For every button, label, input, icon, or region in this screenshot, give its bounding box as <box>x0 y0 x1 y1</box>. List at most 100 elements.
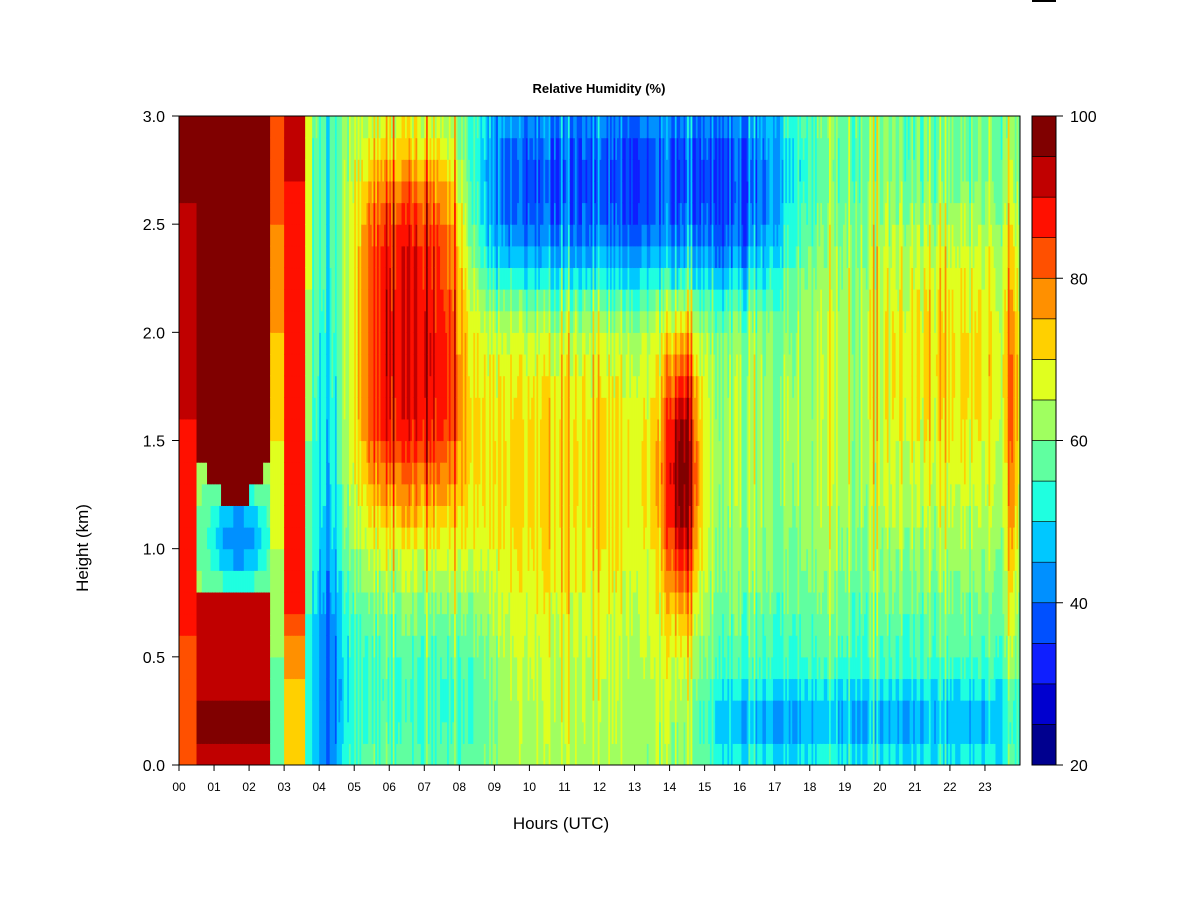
heatmap-cell <box>322 743 326 765</box>
heatmap-cell <box>305 613 308 636</box>
heatmap-cell <box>427 743 431 765</box>
heatmap-cell <box>455 635 459 658</box>
heatmap-cell <box>343 635 347 658</box>
heatmap-cell <box>364 505 368 528</box>
heatmap-cell <box>187 353 191 377</box>
heatmap-cell <box>391 505 394 528</box>
heatmap-cell <box>445 224 448 247</box>
heatmap-cell <box>326 548 329 571</box>
heatmap-cell <box>200 613 203 636</box>
heatmap-cell <box>361 700 364 723</box>
heatmap-cell <box>447 180 450 204</box>
heatmap-cell <box>306 289 310 312</box>
heatmap-cell <box>413 505 417 528</box>
heatmap-cell <box>426 743 429 765</box>
heatmap-cell <box>313 375 317 398</box>
heatmap-cell <box>308 116 311 139</box>
heatmap-cell <box>238 591 241 615</box>
heatmap-cell <box>380 613 383 636</box>
heatmap-cell <box>231 289 234 312</box>
heatmap-cell <box>448 743 452 765</box>
heatmap-cell <box>461 116 464 139</box>
heatmap-cell <box>440 289 443 312</box>
heatmap-cell <box>338 224 341 247</box>
heatmap-cell <box>275 678 278 701</box>
heatmap-cell <box>462 202 466 225</box>
heatmap-cell <box>389 678 392 701</box>
heatmap-cell <box>420 289 424 312</box>
heatmap-cell <box>361 137 364 160</box>
heatmap-cell <box>243 678 247 701</box>
heatmap-cell <box>408 289 411 312</box>
heatmap-cell <box>383 591 387 615</box>
heatmap-cell <box>364 224 368 247</box>
heatmap-cell <box>424 440 427 463</box>
heatmap-cell <box>305 224 308 247</box>
heatmap-cell <box>222 613 226 636</box>
heatmap-cell <box>303 116 306 139</box>
heatmap-cell <box>352 375 355 398</box>
heatmap-cell <box>238 527 241 550</box>
heatmap-cell <box>408 678 411 701</box>
heatmap-cell <box>364 353 368 377</box>
heatmap-cell <box>454 224 457 247</box>
heatmap-cell <box>343 224 347 247</box>
heatmap-cell <box>226 375 229 398</box>
heatmap-cell <box>259 678 262 701</box>
heatmap-cell <box>398 505 401 528</box>
heatmap-cell <box>249 397 252 420</box>
heatmap-cell <box>299 440 303 463</box>
heatmap-cell <box>240 440 243 463</box>
heatmap-cell <box>445 397 448 420</box>
heatmap-cell <box>419 353 422 377</box>
heatmap-cell <box>350 548 354 571</box>
heatmap-cell <box>406 527 410 550</box>
heatmap-cell <box>224 267 227 290</box>
heatmap-cell <box>257 505 261 528</box>
heatmap-cell <box>179 310 182 333</box>
heatmap-cell <box>256 353 259 377</box>
heatmap-cell <box>280 310 283 333</box>
heatmap-cell <box>322 332 326 355</box>
heatmap-cell <box>219 137 222 160</box>
heatmap-cell <box>257 635 261 658</box>
heatmap-cell <box>334 116 338 139</box>
heatmap-cell <box>278 224 282 247</box>
heatmap-cell <box>273 743 276 765</box>
heatmap-cell <box>187 180 191 204</box>
heatmap-cell <box>306 505 310 528</box>
heatmap-cell <box>331 613 334 636</box>
heatmap-cell <box>410 353 413 377</box>
heatmap-cell <box>322 310 326 333</box>
heatmap-cell <box>343 440 347 463</box>
heatmap-cell <box>396 375 399 398</box>
heatmap-cell <box>443 418 446 442</box>
heatmap-cell <box>385 159 389 182</box>
heatmap-cell <box>420 440 424 463</box>
heatmap-cell <box>261 116 264 139</box>
heatmap-cell <box>464 116 467 139</box>
heatmap-cell <box>427 180 431 204</box>
heatmap-cell <box>308 180 311 204</box>
heatmap-cell <box>417 289 420 312</box>
heatmap-cell <box>252 116 255 139</box>
heatmap-cell <box>450 505 453 528</box>
heatmap-cell <box>280 180 283 204</box>
heatmap-cell <box>373 527 376 550</box>
heatmap-cell <box>294 418 297 442</box>
heatmap-cell <box>312 310 315 333</box>
heatmap-cell <box>440 116 443 139</box>
heatmap-cell <box>450 397 453 420</box>
heatmap-cell <box>250 289 254 312</box>
heatmap-cell <box>340 332 343 355</box>
heatmap-cell <box>355 159 359 182</box>
heatmap-cell <box>336 116 340 139</box>
heatmap-cell <box>184 527 187 550</box>
heatmap-cell <box>389 137 392 160</box>
heatmap-cell <box>193 310 196 333</box>
heatmap-cell <box>396 137 399 160</box>
heatmap-cell <box>219 289 222 312</box>
heatmap-cell <box>215 267 219 290</box>
heatmap-cell <box>189 202 192 225</box>
heatmap-cell <box>348 375 352 398</box>
